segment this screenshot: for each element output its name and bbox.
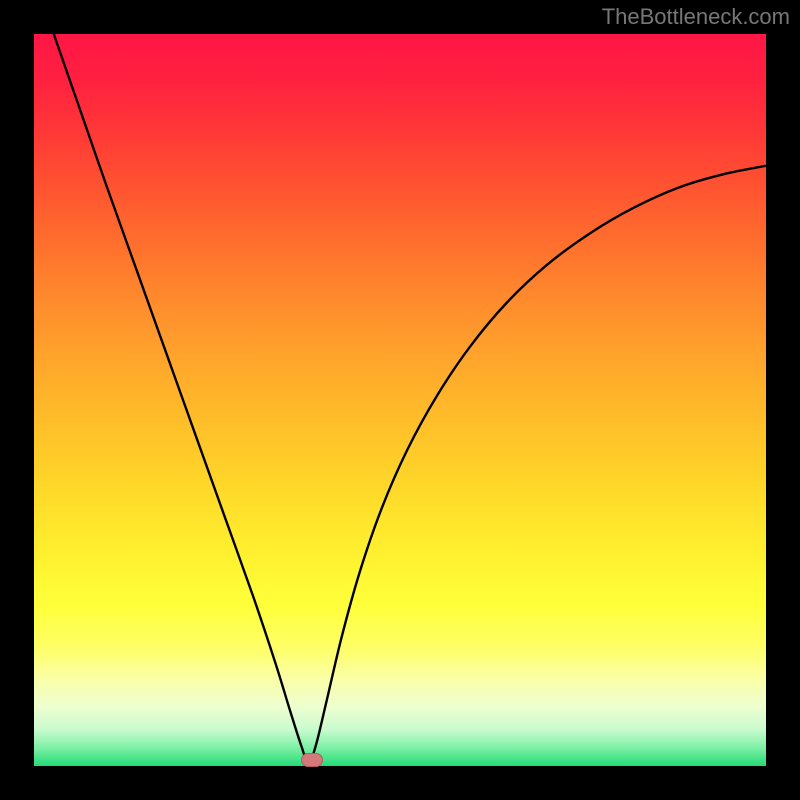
plot-area: [34, 34, 766, 766]
watermark-text: TheBottleneck.com: [602, 4, 790, 30]
v-curve: [54, 34, 766, 763]
curve-layer: [34, 34, 766, 766]
dip-marker: [301, 753, 323, 767]
